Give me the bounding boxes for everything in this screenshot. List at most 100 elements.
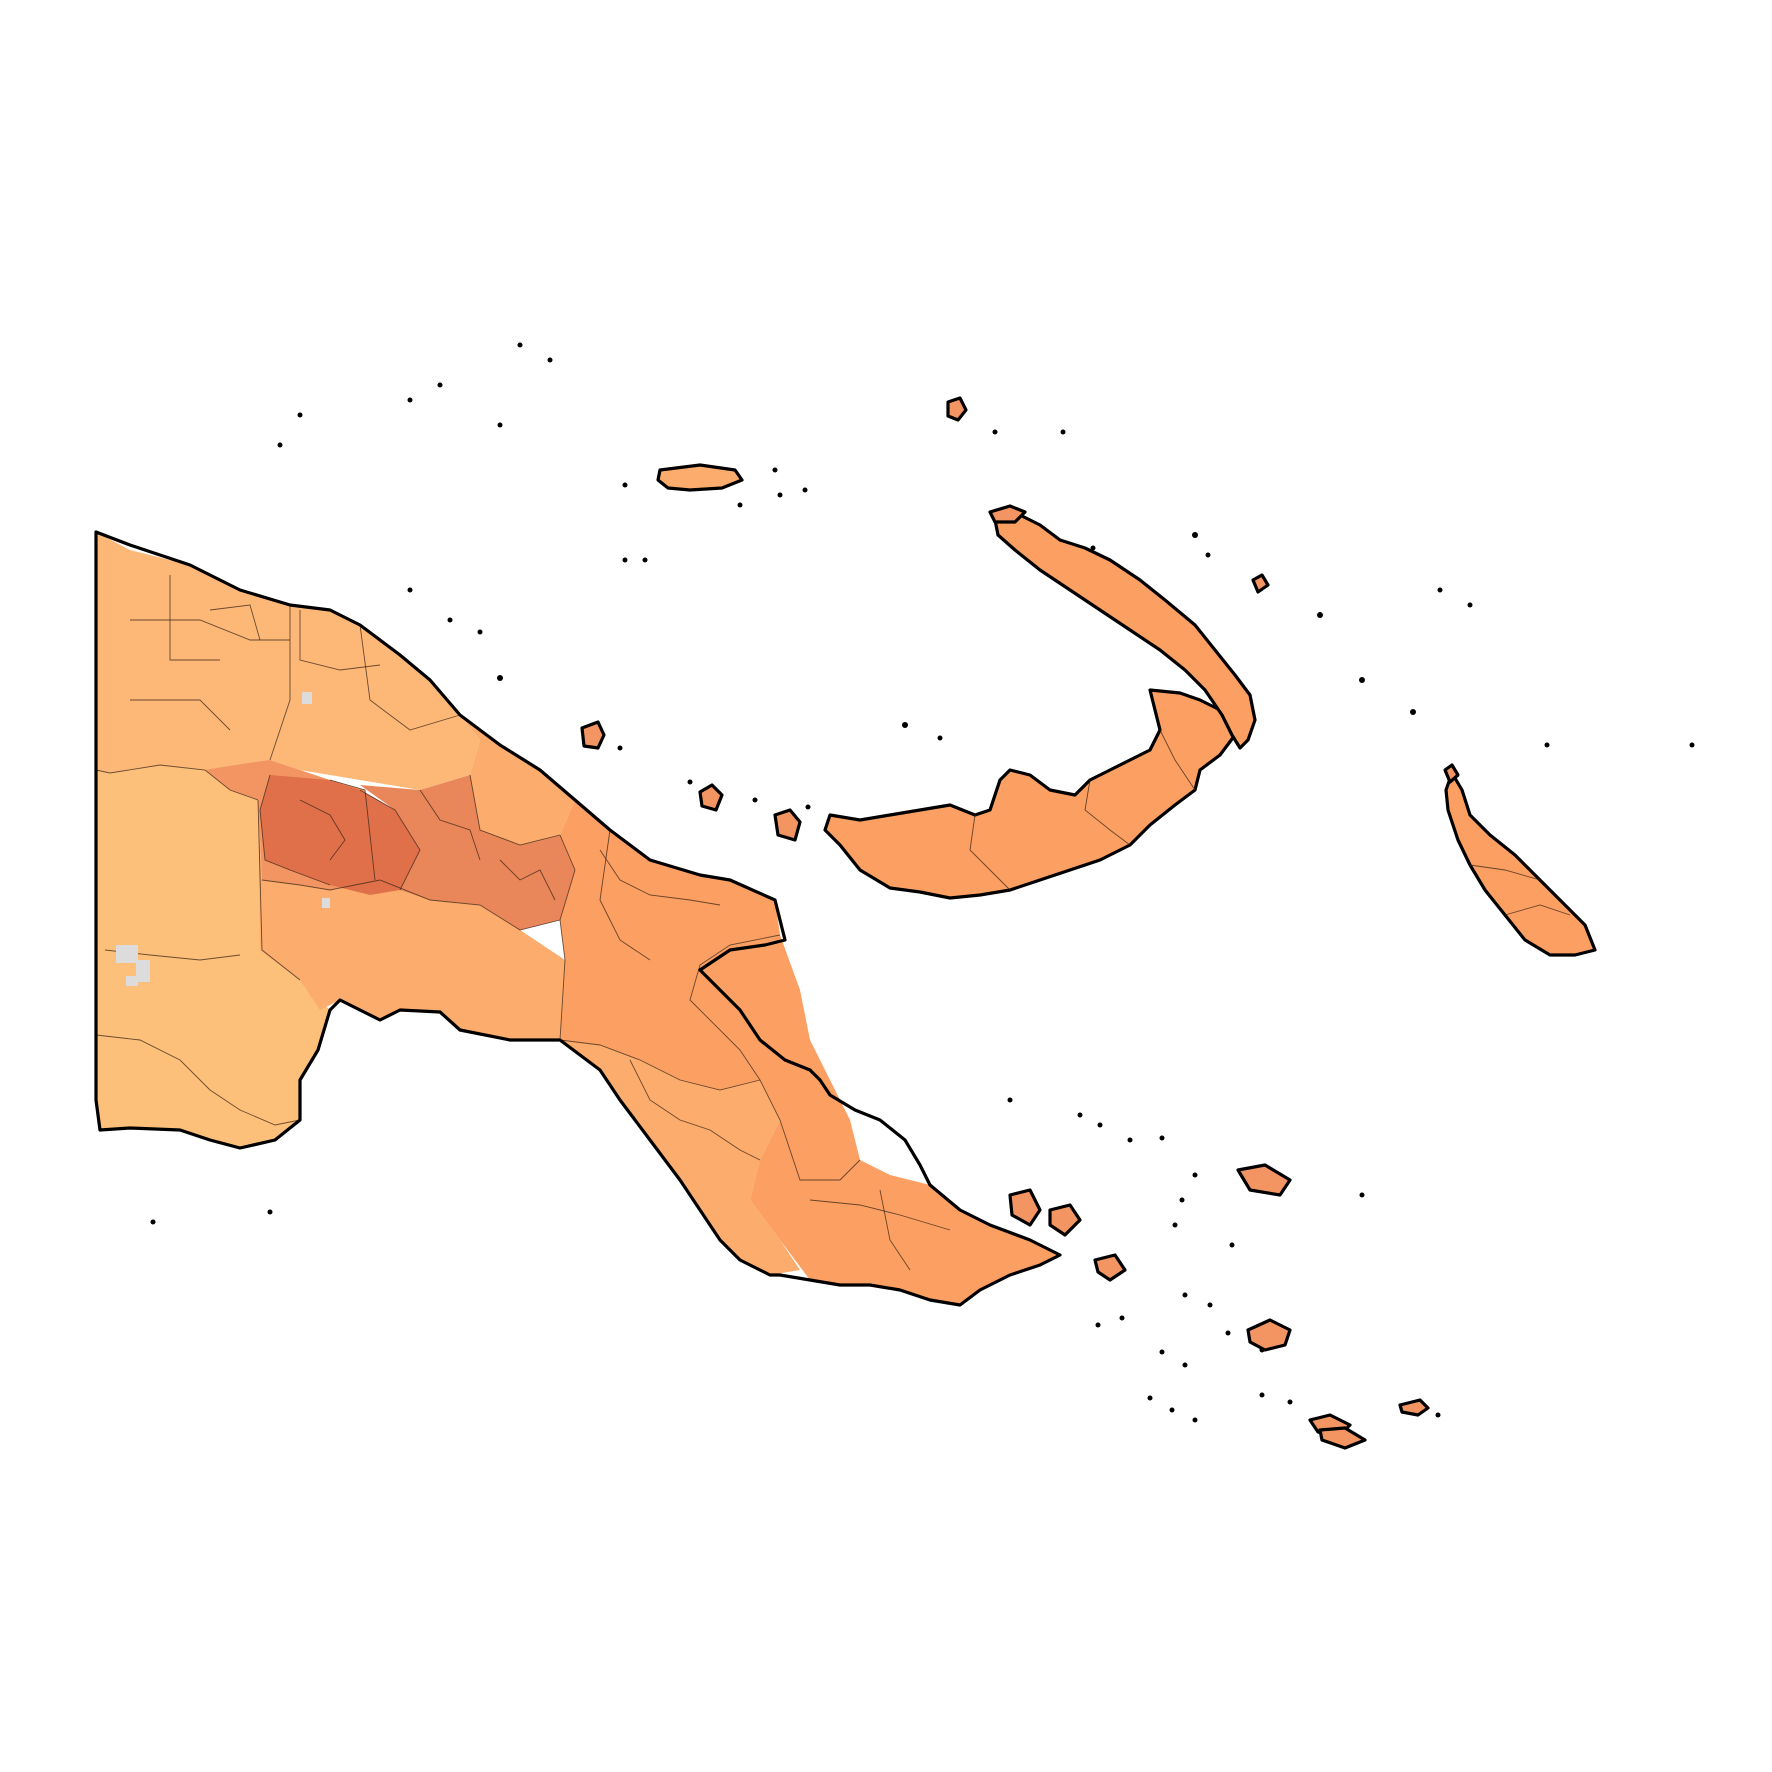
boundary-line (759, 1079, 861, 1181)
islet (902, 722, 908, 728)
region-milne-bay (750, 1120, 1060, 1305)
boundary-line (359, 789, 421, 891)
boundary-line (629, 1059, 761, 1161)
boundary-line (259, 774, 331, 886)
islet (1467, 602, 1473, 608)
island-long (698, 783, 724, 812)
islet (737, 502, 743, 508)
islet (1172, 1222, 1178, 1228)
mainland-boundaries (95, 575, 951, 1271)
boundary-line (299, 799, 346, 861)
boundary-line (1504, 904, 1571, 916)
island-mussau (946, 396, 968, 422)
islet (1007, 1097, 1013, 1103)
islet (1287, 1399, 1293, 1405)
islet (777, 492, 783, 498)
islet (1159, 1135, 1165, 1141)
boundary-line (1159, 729, 1196, 791)
islet (1095, 1322, 1101, 1328)
islet (1192, 1172, 1198, 1178)
islet (1147, 1395, 1153, 1401)
region-oro (690, 935, 860, 1180)
islet (1225, 1330, 1231, 1336)
no-data-patch (322, 898, 330, 908)
boundary-line (1469, 864, 1541, 881)
boundary-line (969, 814, 1011, 891)
region-highlands-core (260, 775, 420, 895)
island-normanby (1048, 1203, 1082, 1237)
region-western (96, 765, 330, 1148)
region-manus (656, 463, 744, 492)
islet (1090, 545, 1096, 551)
region-bougainville (1444, 771, 1597, 957)
islet (1259, 1347, 1265, 1353)
region-new-ireland (993, 513, 1257, 750)
islet (1435, 1412, 1441, 1418)
island-new-hanover (988, 504, 1027, 524)
no-data-patch (116, 945, 138, 963)
islet (992, 429, 998, 435)
boundary-line (209, 604, 261, 641)
new-britain-island (823, 688, 1237, 900)
island-goodenough (1093, 1253, 1127, 1282)
islet (1192, 1417, 1198, 1423)
islet (1182, 1292, 1188, 1298)
region-new-britain (823, 688, 1237, 900)
boundary-line (469, 774, 561, 846)
region-madang (460, 715, 575, 845)
boundary-line (879, 1189, 911, 1271)
islet (772, 467, 778, 473)
islet (1127, 1137, 1133, 1143)
region-gulf (258, 800, 565, 1040)
islet (1179, 1197, 1185, 1203)
islet (277, 442, 283, 448)
island-buka (1443, 763, 1460, 784)
boundary-line (599, 829, 651, 961)
small-islands (580, 396, 1460, 1450)
mainland-coastline (94, 530, 1062, 1307)
islet (617, 745, 623, 751)
boundary-line (257, 799, 301, 981)
islet (517, 342, 523, 348)
region-sepik-west (96, 532, 290, 775)
island-karkar (580, 720, 606, 750)
islet (1359, 1192, 1365, 1198)
boundary-line (1084, 779, 1131, 846)
islet (150, 1219, 156, 1225)
boundary-line (599, 849, 721, 906)
boundary-line (95, 1034, 301, 1126)
region-sepik (270, 605, 480, 790)
no-data-patch (302, 692, 312, 704)
islet (1077, 1112, 1083, 1118)
boundary-line (95, 764, 259, 801)
boundary-line (130, 619, 290, 641)
boundary-line (269, 605, 291, 761)
islet (1410, 709, 1416, 715)
boundary-line (559, 1039, 761, 1091)
islet (407, 397, 413, 403)
no-data-patch (126, 976, 138, 986)
islet (1207, 1302, 1213, 1308)
islet (1544, 742, 1550, 748)
islet (1060, 429, 1066, 435)
boundary-line (559, 834, 576, 1041)
mainland-regions (96, 532, 1060, 1305)
islet (937, 735, 943, 741)
islet (497, 675, 503, 681)
boundary-line (499, 859, 556, 901)
islet (1437, 587, 1443, 593)
islet (1169, 1407, 1175, 1413)
islet (752, 797, 758, 803)
islet (267, 1209, 273, 1215)
islet (447, 617, 453, 623)
boundary-line (419, 789, 481, 861)
islet (1119, 1315, 1125, 1321)
no-data-patches (116, 692, 330, 986)
islet (687, 779, 693, 785)
island-lihir (1251, 573, 1270, 594)
boundary-line (689, 934, 781, 1081)
islet (1229, 1242, 1235, 1248)
islet (1192, 532, 1198, 538)
boundary-line (299, 610, 381, 671)
